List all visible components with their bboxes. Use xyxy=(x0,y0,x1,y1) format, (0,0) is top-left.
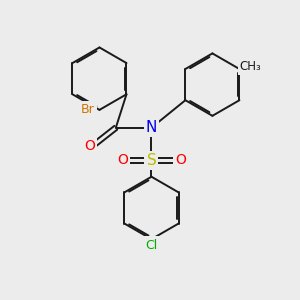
Text: S: S xyxy=(147,153,156,168)
Text: O: O xyxy=(117,153,128,167)
Text: CH₃: CH₃ xyxy=(240,59,262,73)
Text: Br: Br xyxy=(81,103,94,116)
Text: Cl: Cl xyxy=(146,238,158,252)
Text: O: O xyxy=(84,140,95,153)
Text: O: O xyxy=(175,153,186,167)
Text: N: N xyxy=(146,120,157,135)
